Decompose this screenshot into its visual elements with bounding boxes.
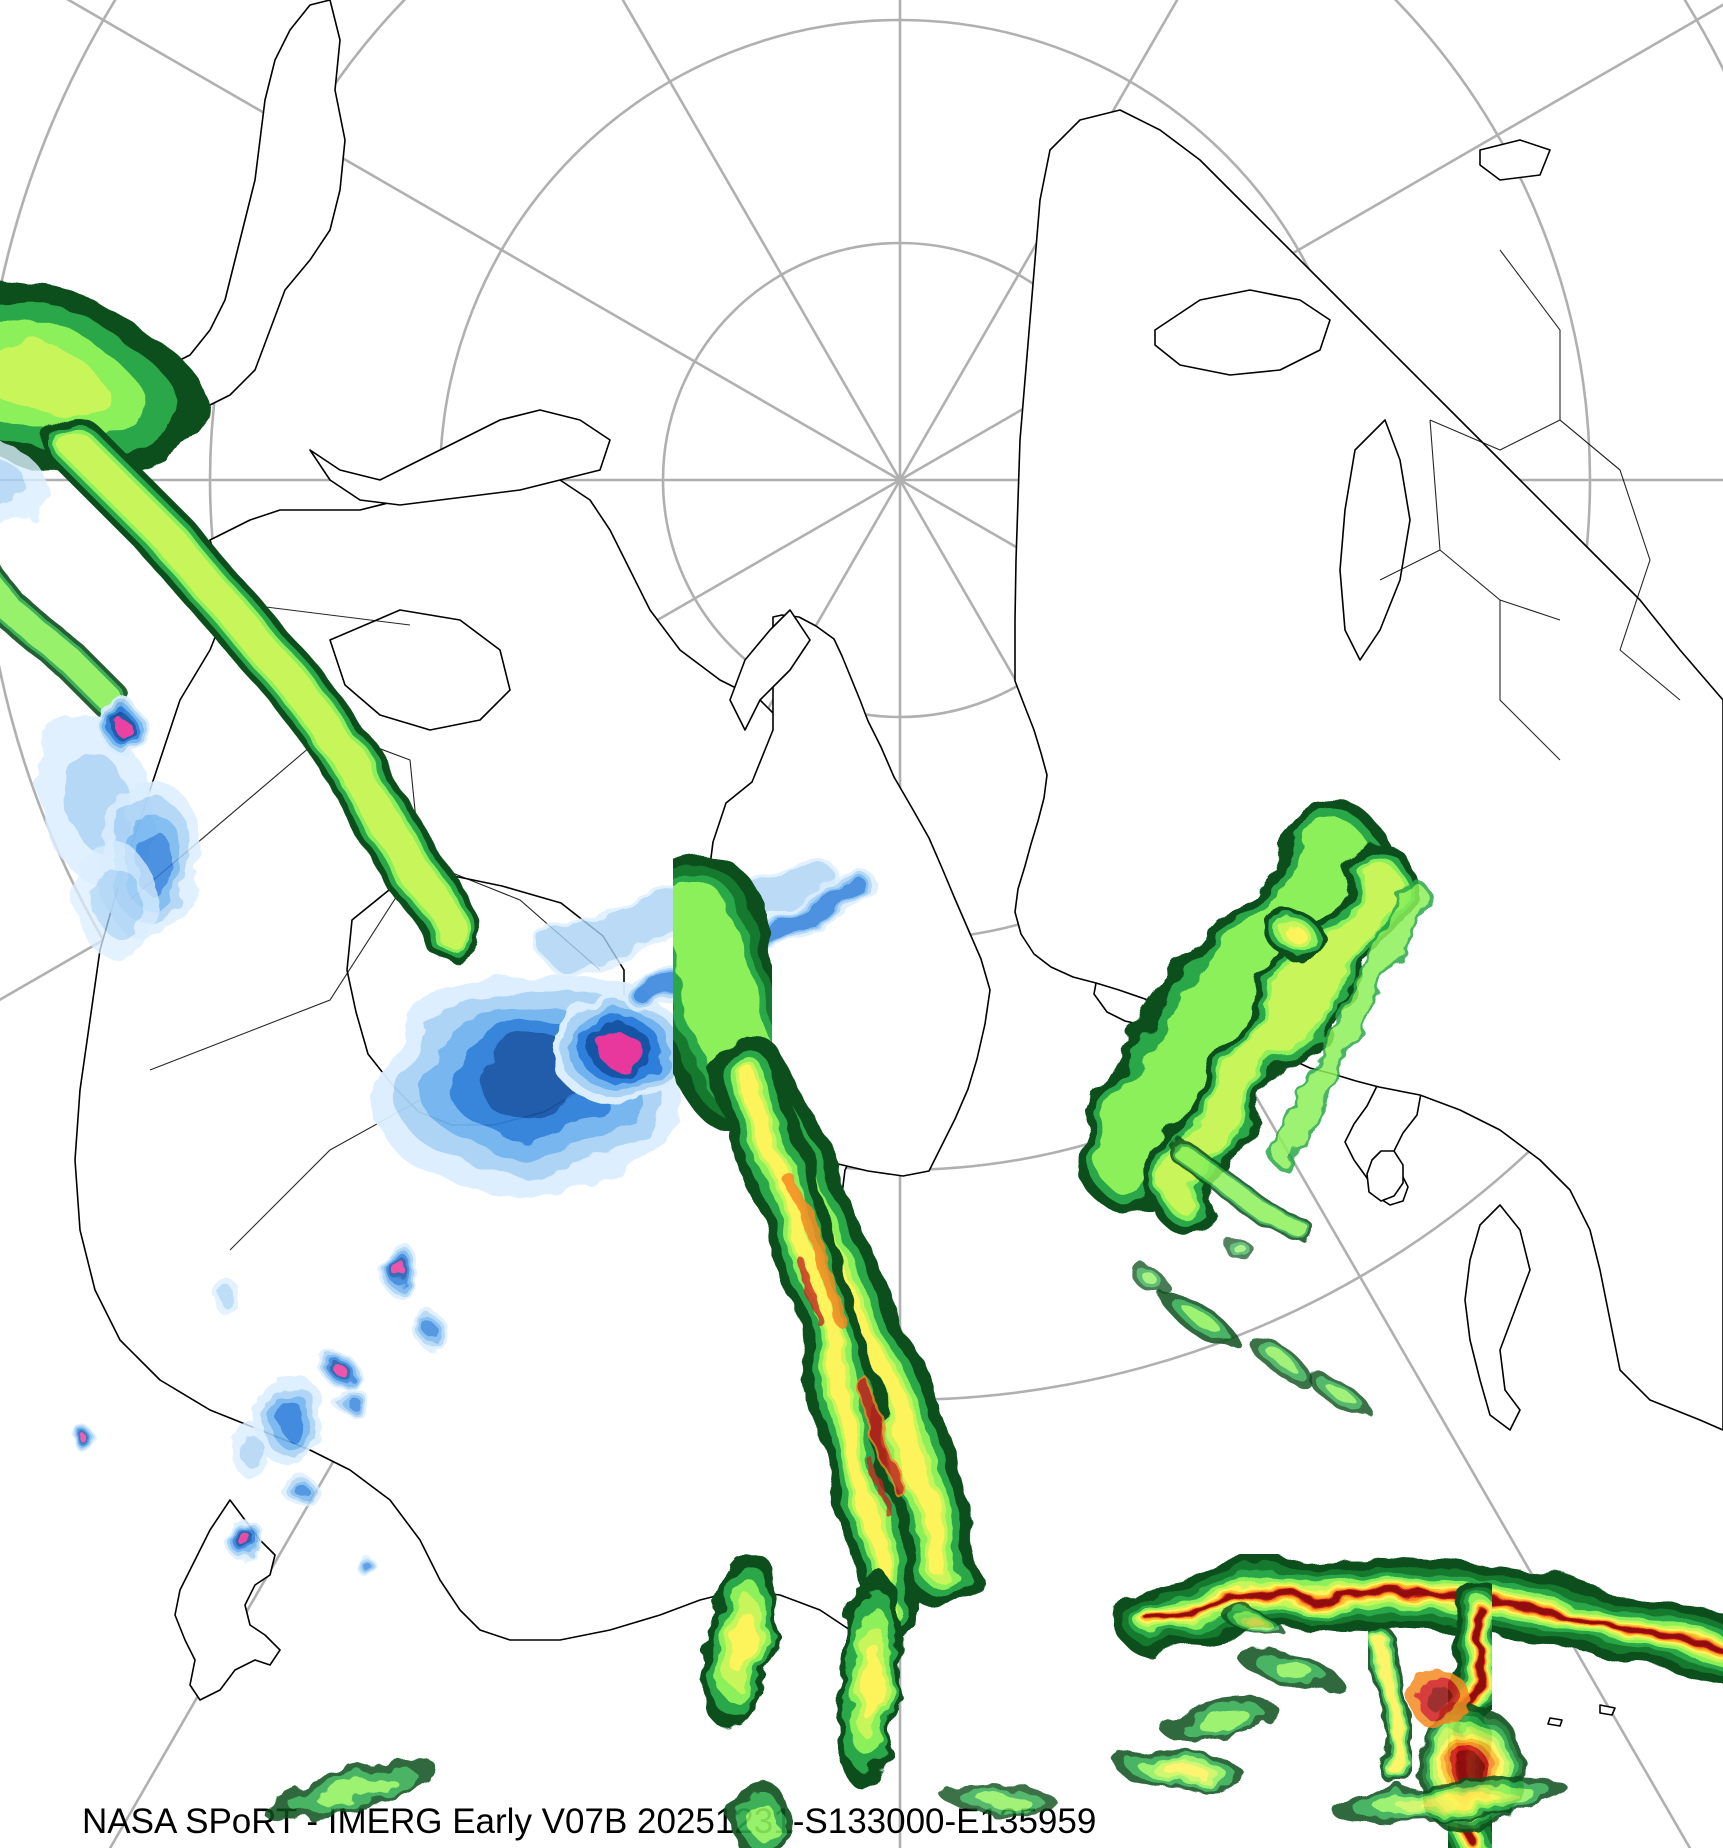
svg-text:NASA SPoRT - IMERG Early V07B: NASA SPoRT - IMERG Early V07B 20251231-S… [82,1802,1096,1841]
